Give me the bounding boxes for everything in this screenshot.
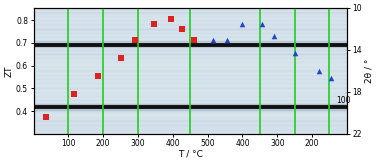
Bar: [34, 33, 347, 37]
Point: [259, 22, 265, 25]
Bar: [34, 67, 347, 71]
Bar: [34, 13, 347, 29]
Y-axis label: ZT: ZT: [4, 65, 13, 76]
Point: [43, 116, 49, 118]
Bar: [34, 16, 347, 20]
Point: [132, 38, 138, 41]
Bar: [34, 70, 347, 88]
Bar: [34, 120, 347, 134]
Y-axis label: 2θ / °: 2θ / °: [365, 59, 374, 83]
Bar: [34, 111, 347, 120]
Point: [151, 22, 157, 25]
Bar: [34, 29, 347, 33]
Bar: [34, 126, 347, 130]
Point: [95, 75, 101, 77]
Bar: [34, 41, 347, 47]
Bar: [34, 113, 347, 117]
Bar: [34, 8, 347, 12]
Bar: [34, 96, 347, 100]
Bar: [34, 54, 347, 58]
Bar: [34, 75, 347, 79]
Bar: [34, 41, 347, 45]
Point: [224, 38, 230, 41]
Bar: [34, 104, 347, 110]
Bar: [34, 104, 347, 109]
Bar: [34, 20, 347, 24]
Bar: [34, 130, 347, 134]
Point: [316, 70, 322, 73]
Bar: [34, 24, 347, 29]
Bar: [34, 83, 347, 88]
Point: [191, 38, 197, 41]
Bar: [34, 88, 347, 104]
Text: 100: 100: [336, 96, 351, 105]
Bar: [34, 100, 347, 104]
Bar: [34, 37, 347, 41]
Point: [328, 77, 334, 80]
Point: [210, 38, 216, 41]
Point: [168, 18, 174, 20]
Bar: [34, 58, 347, 62]
Point: [118, 56, 124, 59]
Bar: [34, 8, 347, 13]
Point: [292, 52, 298, 54]
Bar: [34, 121, 347, 126]
Point: [71, 93, 77, 95]
Bar: [34, 50, 347, 54]
Bar: [34, 12, 347, 16]
Bar: [34, 109, 347, 113]
X-axis label: T / °C: T / °C: [178, 150, 203, 159]
Bar: [34, 79, 347, 83]
Bar: [34, 45, 347, 50]
Bar: [34, 71, 347, 75]
Point: [178, 28, 184, 31]
Point: [239, 22, 245, 25]
Bar: [34, 92, 347, 96]
Point: [271, 35, 277, 37]
Bar: [34, 88, 347, 92]
Bar: [34, 54, 347, 70]
Bar: [34, 29, 347, 43]
Bar: [34, 117, 347, 121]
Bar: [34, 62, 347, 67]
Bar: [34, 43, 347, 54]
Bar: [34, 104, 347, 111]
